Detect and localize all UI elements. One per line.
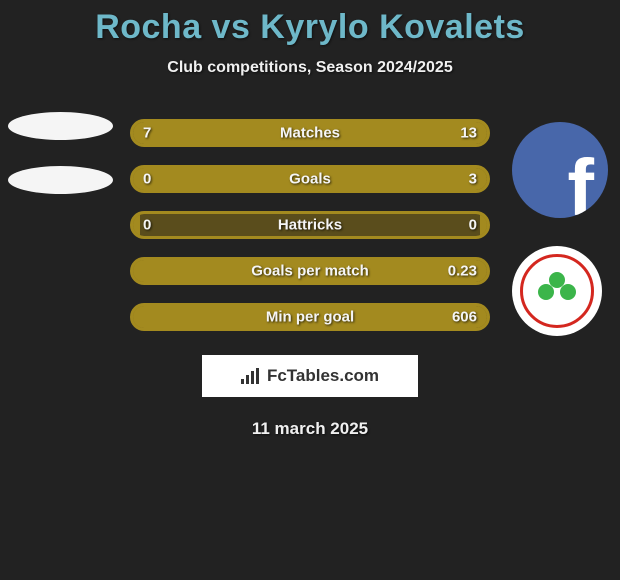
stat-label: Goals per match xyxy=(133,263,487,280)
stat-right-value: 0 xyxy=(469,217,477,234)
stat-right-value: 0.23 xyxy=(448,263,477,280)
brand-text: FcTables.com xyxy=(267,366,379,386)
stat-label: Goals xyxy=(133,171,487,188)
facebook-icon[interactable]: f xyxy=(512,122,608,218)
club-badge-ring xyxy=(520,254,594,328)
stat-row: 0Goals3 xyxy=(130,165,490,193)
player-avatar-placeholder xyxy=(8,112,113,140)
shamrock-icon xyxy=(540,274,574,308)
stat-label: Matches xyxy=(133,125,487,142)
subtitle: Club competitions, Season 2024/2025 xyxy=(0,59,620,77)
stats-area: f 7Matches130Goals30Hattricks0Goals per … xyxy=(0,107,620,337)
right-player-avatars: f xyxy=(512,122,608,336)
stat-row: 0Hattricks0 xyxy=(130,211,490,239)
stat-label: Hattricks xyxy=(133,217,487,234)
stat-row: Min per goal606 xyxy=(130,303,490,331)
stat-row: 7Matches13 xyxy=(130,119,490,147)
facebook-f-glyph: f xyxy=(567,142,594,218)
comparison-title: Rocha vs Kyrylo Kovalets xyxy=(0,0,620,47)
bars-icon xyxy=(241,368,261,384)
stat-right-value: 606 xyxy=(452,309,477,326)
stat-right-value: 13 xyxy=(460,125,477,142)
brand-watermark[interactable]: FcTables.com xyxy=(202,355,418,397)
left-player-avatars xyxy=(8,112,113,220)
stat-right-value: 3 xyxy=(469,171,477,188)
club-avatar-placeholder xyxy=(8,166,113,194)
stat-label: Min per goal xyxy=(133,309,487,326)
stat-row: Goals per match0.23 xyxy=(130,257,490,285)
stat-bars: 7Matches130Goals30Hattricks0Goals per ma… xyxy=(130,119,490,349)
date-label: 11 march 2025 xyxy=(0,419,620,439)
club-badge-cliftonville xyxy=(512,246,602,336)
